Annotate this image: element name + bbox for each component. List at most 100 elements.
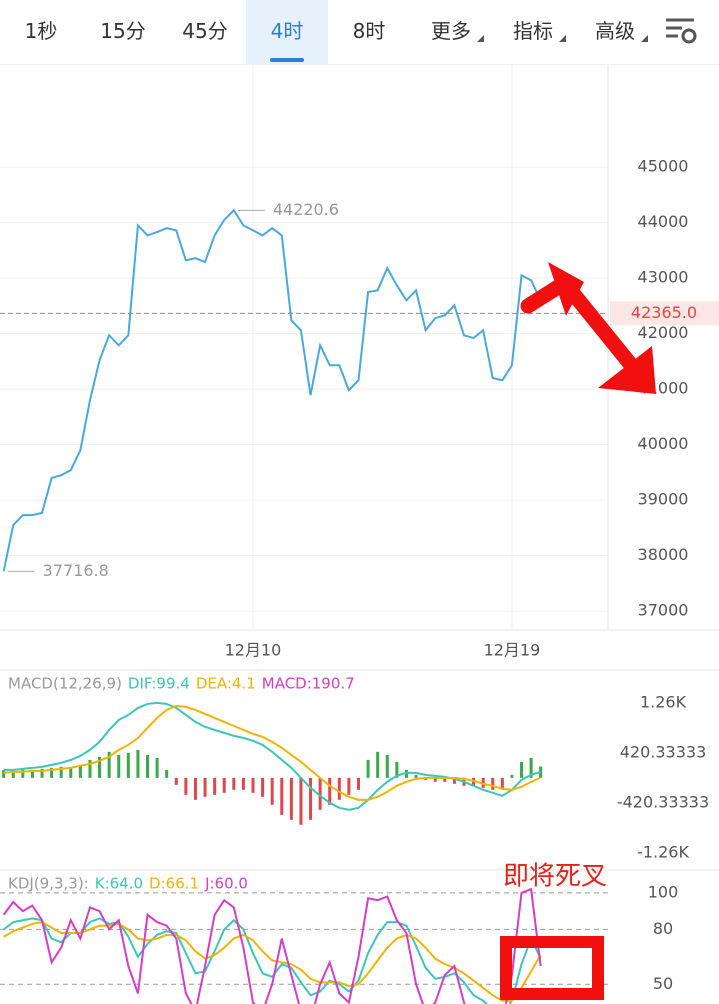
histogram-bar [69, 766, 73, 778]
y-tick-label: 1.26K [640, 692, 687, 711]
histogram-bar [213, 777, 217, 795]
timeframe-tab[interactable]: 1秒 [0, 0, 82, 64]
histogram-bar [433, 777, 437, 782]
histogram-bar [500, 777, 504, 788]
settings-icon[interactable] [664, 16, 698, 46]
timeframe-tab[interactable]: 更多 [410, 0, 492, 64]
histogram-bar [395, 761, 399, 778]
user-annotation: 即将死叉 [500, 262, 656, 1000]
toolbar: 1秒 15分 45分 4时 8时 更多 指标 高级 [0, 0, 719, 65]
indicator-line [3, 917, 542, 1004]
histogram-bar [356, 777, 360, 790]
histogram-bar [30, 769, 34, 778]
legend-title: MACD(12,26,9) [8, 675, 122, 693]
histogram-bar [88, 759, 92, 778]
arrow [564, 284, 648, 384]
histogram-bar [117, 754, 121, 778]
y-tick-label: 44000 [638, 212, 689, 231]
histogram-bar [520, 761, 524, 778]
dropdown-arrow [559, 35, 566, 42]
tab-label: 高级 [595, 19, 635, 43]
tab-label: 1秒 [24, 19, 58, 43]
timeframe-tab[interactable]: 4时 [246, 0, 328, 64]
histogram-bar [193, 777, 197, 800]
y-tick-label: 100 [648, 882, 679, 901]
histogram-bar [146, 754, 150, 778]
annotation-text: 即将死叉 [503, 862, 607, 892]
histogram-bar [21, 769, 25, 778]
y-tick-label: -420.33333 [617, 792, 709, 811]
timeframe-tab[interactable]: 45分 [164, 0, 246, 64]
y-tick-label: 420.33333 [620, 742, 707, 761]
y-tick-label: 38000 [638, 545, 689, 564]
high-label: 44220.6 [273, 200, 339, 219]
histogram-bar [299, 777, 303, 825]
histogram-bar [184, 777, 188, 795]
timeframe-tab[interactable]: 15分 [82, 0, 164, 64]
x-tick-label: 12月19 [484, 641, 541, 660]
histogram-bar [529, 757, 533, 778]
icon-gear [681, 28, 697, 44]
highlight-box [500, 936, 604, 1000]
legend-title: KDJ(9,3,3): [8, 875, 89, 893]
tab-label: 更多 [431, 19, 471, 43]
histogram-bar [510, 774, 514, 778]
y-tick-label: 39000 [638, 490, 689, 509]
histogram-bar [414, 774, 418, 778]
legend-entry: DEA:4.1 [196, 675, 256, 693]
histogram-bar [40, 768, 44, 778]
histogram-bar [126, 752, 130, 778]
indicator-line [3, 704, 542, 801]
histogram-bar [385, 754, 389, 778]
histogram-bar [270, 777, 274, 805]
histogram-bar [107, 751, 111, 778]
plot [2, 701, 543, 825]
histogram-bar [59, 766, 63, 778]
histogram-bar [78, 764, 82, 778]
y-tick-label: 80 [653, 919, 673, 938]
indicator-line [3, 921, 542, 1002]
tab-label: 45分 [182, 19, 228, 43]
histogram-bar [318, 777, 322, 810]
histogram-bar [241, 777, 245, 790]
histogram-bar [289, 777, 293, 820]
histogram-bar [280, 777, 284, 815]
price-line [2, 208, 542, 572]
legend-entry: K:64.0 [95, 875, 143, 893]
histogram-bar [232, 777, 236, 790]
chart-layer: 3700038000390004000041000420004300044000… [0, 65, 719, 1004]
histogram-bar [491, 777, 495, 790]
histogram-bar [136, 749, 140, 778]
histogram-bar [203, 777, 207, 797]
histogram-bar [222, 777, 226, 793]
dropdown-arrow [477, 35, 484, 42]
x-tick-label: 12月10 [225, 641, 282, 660]
tab-label: 4时 [270, 19, 304, 43]
y-tick-label: 50 [653, 974, 673, 993]
histogram-bar [337, 777, 341, 800]
histogram-bar [424, 777, 428, 780]
y-tick-label: 42000 [638, 323, 689, 342]
tab-label: 指标 [513, 19, 553, 43]
timeframe-tab[interactable]: 8时 [328, 0, 410, 64]
legend-entry: DIF:99.4 [128, 675, 190, 693]
dropdown-arrow [641, 35, 648, 42]
timeframe-tab[interactable]: 指标 [492, 0, 574, 64]
y-tick-label: 37000 [638, 601, 689, 620]
histogram-bar [174, 777, 178, 785]
legend-entry: J:60.0 [204, 875, 248, 893]
timeframe-tab[interactable]: 高级 [574, 0, 656, 64]
histogram-bar [98, 756, 102, 778]
tab-label: 8时 [352, 19, 386, 43]
y-tick-label: -1.26K [637, 842, 689, 861]
histogram-bar [251, 777, 255, 793]
histogram-bar [155, 757, 159, 778]
histogram-bar [376, 751, 380, 778]
y-tick-label: 45000 [638, 157, 689, 176]
histogram-bar [328, 777, 332, 805]
last-price-box [610, 301, 719, 326]
y-tick-label: 40000 [638, 434, 689, 453]
histogram-bar [366, 759, 370, 778]
arrow-head [598, 346, 656, 394]
